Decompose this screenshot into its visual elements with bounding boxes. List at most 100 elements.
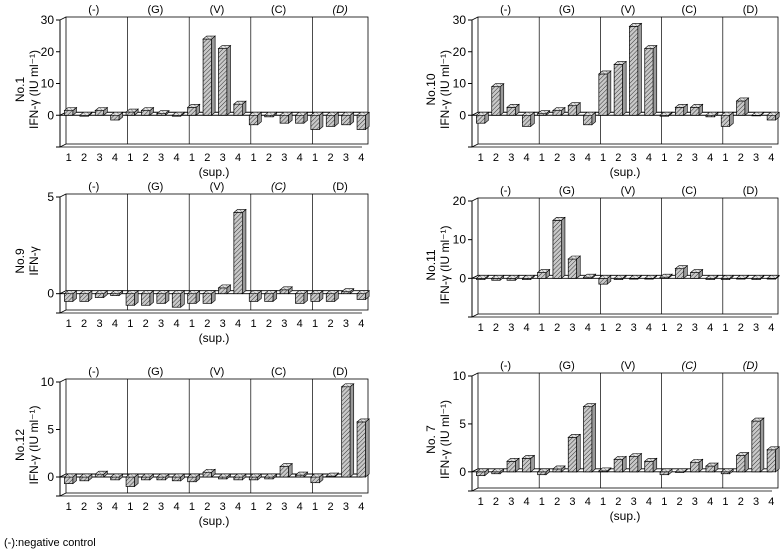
x-tick-label: 4 [297, 318, 303, 330]
bar-group-2-3 [233, 100, 247, 116]
group-label: (V) [621, 360, 636, 372]
bar-group-4-1 [735, 97, 750, 116]
bar-group-2-0 [186, 290, 201, 304]
bar-group-1-3 [171, 290, 186, 308]
y-axis-depth-top [59, 16, 67, 21]
x-tick-label: 3 [692, 152, 698, 164]
y-axis-unit-label: IFN-γ (IU ml⁻¹) [438, 50, 452, 129]
bar-top [751, 417, 765, 422]
group-label: (C) [271, 181, 287, 193]
x-tick-label: 1 [312, 501, 318, 513]
bar-side [759, 417, 765, 473]
x-tick-label: 1 [600, 496, 606, 508]
y-axis-depth-bottom [471, 487, 479, 492]
y-axis-depth-bottom [471, 313, 479, 318]
bar-group-2-0 [598, 274, 612, 285]
bar [156, 293, 166, 304]
bar-top [356, 418, 370, 423]
bar-top [567, 255, 582, 260]
x-tick-label: 4 [646, 322, 652, 334]
x-tick-label: 2 [204, 501, 210, 513]
bar [629, 26, 639, 116]
bar-group-3-0 [659, 111, 673, 117]
x-axis-title: (sup.) [610, 165, 641, 179]
y-axis-unit-label: IFN-γ (IU ml⁻¹) [27, 50, 41, 129]
bar [506, 460, 516, 473]
bar-top [310, 473, 324, 478]
bar [141, 293, 151, 306]
bar-top [109, 111, 124, 116]
bar-group-4-2 [340, 111, 355, 126]
bar [690, 461, 700, 473]
bar-top [598, 70, 612, 75]
bar-top [598, 467, 612, 472]
bar-top [79, 111, 93, 116]
bar-top [356, 111, 370, 116]
x-tick-label: 1 [127, 318, 133, 330]
bar-group-3-2 [689, 103, 704, 116]
y-tick-label: 10 [453, 233, 467, 247]
bar-top [125, 473, 139, 478]
bar-top [217, 45, 232, 49]
bar [583, 406, 593, 473]
x-tick-label: 3 [631, 496, 637, 508]
x-tick-label: 1 [189, 152, 195, 164]
x-tick-label: 1 [478, 152, 484, 164]
bar-top [720, 468, 735, 473]
bar [248, 114, 259, 126]
x-tick-label: 2 [676, 152, 682, 164]
x-tick-label: 4 [523, 496, 529, 508]
bar-top [94, 470, 109, 475]
bar-group-3-1 [674, 265, 689, 279]
group-label: (G) [559, 185, 575, 197]
bar-group-2-1 [202, 35, 216, 116]
x-tick-label: 4 [112, 318, 118, 330]
bar-group-1-0 [536, 468, 551, 476]
bar-top [156, 110, 170, 114]
x-tick-label: 2 [143, 318, 149, 330]
bar [537, 272, 547, 279]
bar-group-3-3 [705, 274, 719, 281]
x-tick-label: 3 [569, 496, 575, 508]
group-label: (C) [682, 185, 697, 197]
group-label: (G) [147, 4, 163, 16]
group-label: (C) [682, 360, 698, 372]
bar-group-3-2 [279, 462, 293, 478]
bar-group-3-3 [705, 462, 719, 473]
bar-top [705, 275, 719, 279]
group-label: (V) [621, 4, 636, 16]
x-tick-label: 1 [66, 318, 72, 330]
bar-group-3-3 [705, 111, 719, 118]
bar-group-0-1 [490, 274, 505, 281]
bar [187, 476, 197, 483]
bar-top [659, 273, 673, 278]
bar-group-0-2 [506, 457, 520, 473]
bar-group-3-0 [248, 111, 263, 126]
y-tick-label: 30 [453, 13, 467, 27]
bar-group-4-1 [325, 111, 340, 128]
bar-group-3-3 [294, 111, 309, 124]
bar-top [310, 111, 324, 116]
y-tick-label: 20 [453, 45, 467, 59]
bar [674, 106, 685, 116]
x-tick-label: 2 [81, 152, 87, 164]
bar-top [325, 472, 340, 477]
group-label: (C) [682, 4, 697, 16]
x-tick-label: 4 [173, 318, 179, 330]
bar-top [536, 468, 551, 473]
bar [310, 114, 320, 130]
group-label: (G) [559, 360, 575, 372]
bar-group-2-1 [202, 290, 216, 304]
x-tick-label: 4 [585, 152, 591, 164]
bar-group-1-1 [140, 290, 155, 306]
bar-top [125, 290, 139, 294]
bar-group-3-1 [674, 468, 689, 474]
bar-group-4-2 [340, 383, 355, 478]
y-tick-label: 5 [47, 423, 54, 437]
bar [125, 111, 135, 116]
bar [233, 476, 243, 481]
x-tick-label: 1 [539, 322, 545, 334]
bar-top [506, 457, 520, 462]
bar-top [659, 111, 673, 116]
